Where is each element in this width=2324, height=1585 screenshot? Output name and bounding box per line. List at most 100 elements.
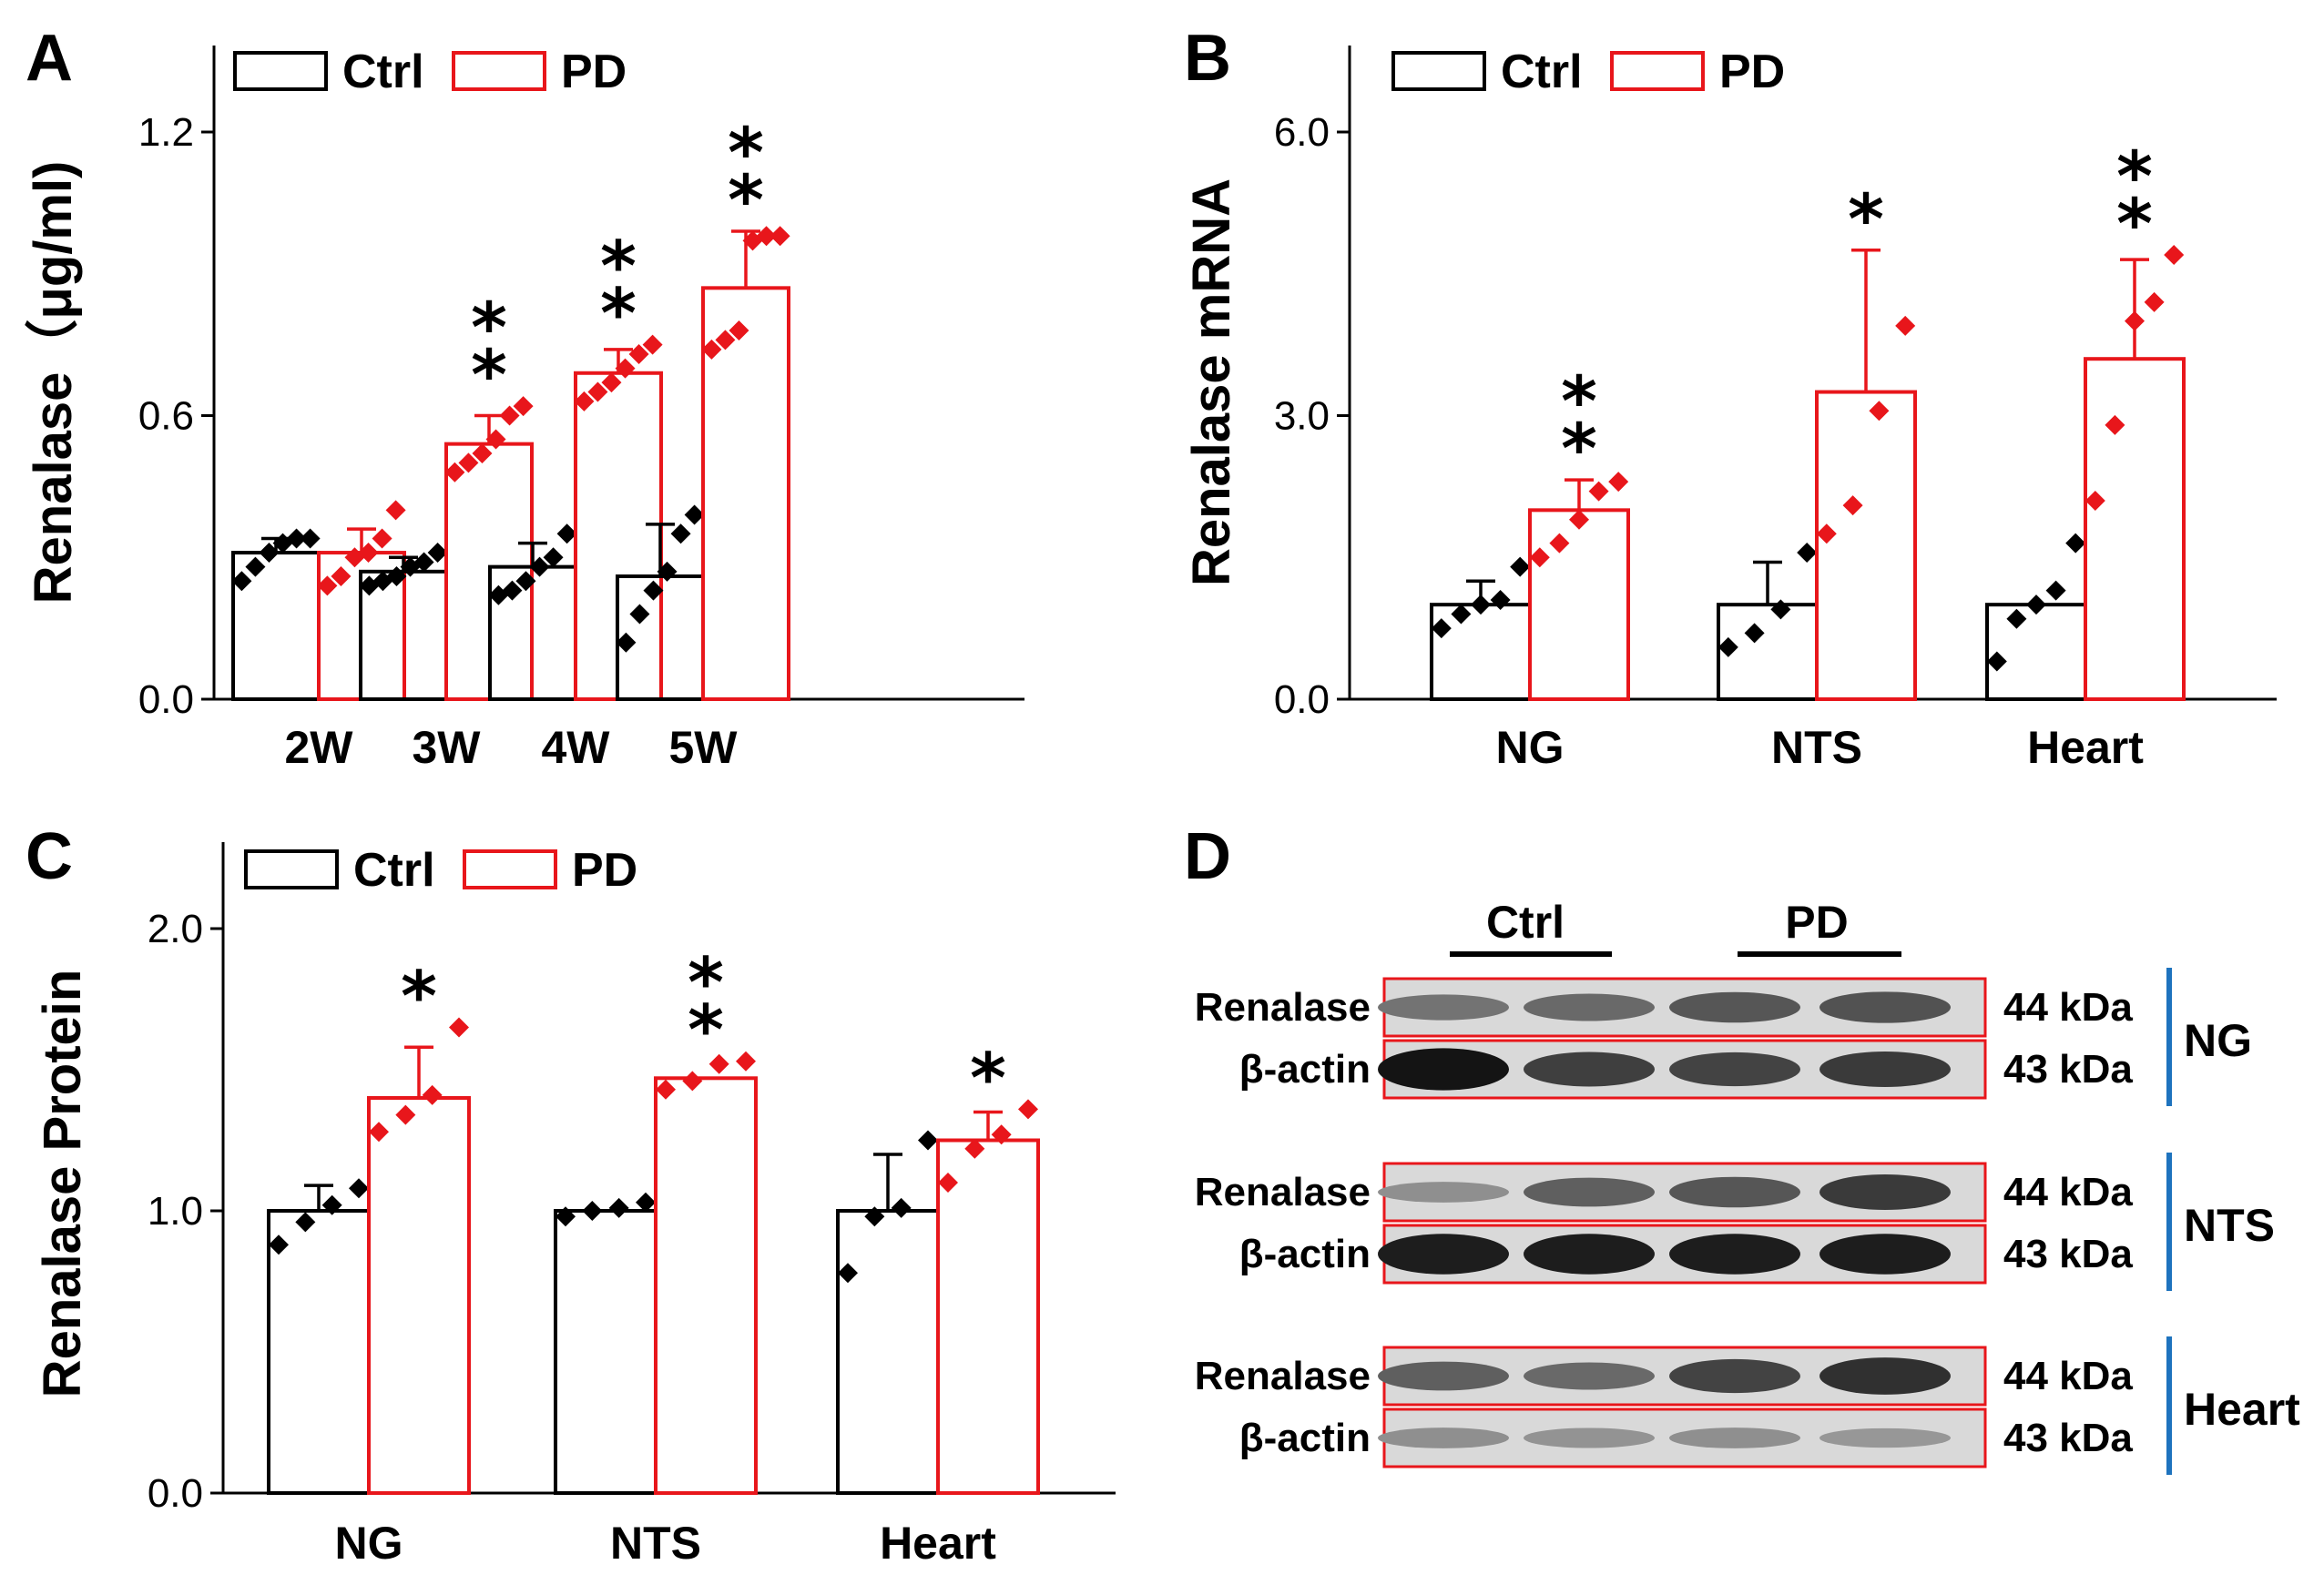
mw-label: 44 kDa bbox=[2003, 1354, 2133, 1398]
panel-label: D bbox=[1184, 820, 1231, 893]
blot-band bbox=[1819, 1357, 1951, 1395]
data-point bbox=[2125, 310, 2145, 331]
y-tick-label: 1.2 bbox=[138, 110, 194, 155]
protein-label: Renalase bbox=[1195, 985, 1371, 1030]
significance-star: * bbox=[688, 942, 724, 1023]
data-point bbox=[286, 528, 307, 549]
bar-pd-heart bbox=[936, 1138, 1040, 1495]
bar-ctrl-ng bbox=[267, 1209, 371, 1495]
data-point bbox=[1842, 495, 1863, 516]
data-point bbox=[499, 405, 520, 426]
data-point bbox=[736, 1051, 756, 1072]
data-point bbox=[1797, 543, 1818, 564]
data-point bbox=[321, 1194, 342, 1215]
data-point bbox=[756, 226, 777, 247]
legend: Ctrl PD bbox=[233, 46, 627, 98]
legend-swatch-ctrl bbox=[1391, 51, 1486, 91]
data-point bbox=[2164, 244, 2185, 265]
y-tick-label: 0.0 bbox=[148, 1471, 203, 1516]
data-point bbox=[1471, 594, 1491, 615]
data-point bbox=[2105, 414, 2125, 435]
data-point bbox=[358, 543, 379, 564]
bar-pd-ng bbox=[1528, 508, 1630, 701]
data-point bbox=[1549, 533, 1570, 554]
data-point bbox=[2026, 594, 2046, 615]
data-point bbox=[295, 1212, 316, 1233]
data-point bbox=[964, 1138, 985, 1159]
x-tick-label: NG bbox=[335, 1518, 403, 1569]
y-tick-label: 0.6 bbox=[138, 394, 194, 439]
protein-label: Renalase bbox=[1195, 1170, 1371, 1214]
bar-pd-heart bbox=[2084, 357, 2186, 701]
data-point bbox=[515, 571, 536, 592]
panel-label: B bbox=[1184, 22, 1231, 95]
x-tick-label: 5W bbox=[669, 722, 739, 773]
data-point bbox=[472, 443, 493, 464]
blot-band bbox=[1524, 1428, 1655, 1448]
data-point bbox=[938, 1173, 958, 1193]
data-point bbox=[1018, 1099, 1038, 1120]
data-point bbox=[629, 604, 650, 625]
significance-star: * bbox=[728, 112, 764, 193]
data-point bbox=[991, 1124, 1012, 1145]
data-point bbox=[485, 429, 506, 450]
significance-star: * bbox=[1848, 178, 1884, 259]
tissue-label: Heart bbox=[2184, 1384, 2300, 1435]
panel-label: A bbox=[25, 22, 73, 95]
blot-band bbox=[1669, 1234, 1800, 1275]
blot-band bbox=[1669, 1176, 1800, 1208]
x-tick-label: Heart bbox=[2027, 722, 2144, 773]
significance-star: * bbox=[401, 956, 437, 1037]
data-point bbox=[615, 358, 636, 379]
mw-label: 44 kDa bbox=[2003, 1170, 2133, 1214]
blot-band bbox=[1669, 1358, 1800, 1394]
legend-label-pd: PD bbox=[561, 46, 627, 98]
blot-band bbox=[1378, 1361, 1509, 1391]
bar-ctrl-ng bbox=[1430, 603, 1532, 702]
data-point bbox=[891, 1197, 912, 1218]
mw-label: 43 kDa bbox=[2003, 1047, 2133, 1092]
data-point bbox=[1529, 547, 1550, 568]
tissue-label: NG bbox=[2184, 1015, 2252, 1066]
data-point bbox=[729, 320, 749, 341]
data-point bbox=[369, 1122, 389, 1143]
data-point bbox=[636, 1192, 656, 1213]
blot-band bbox=[1524, 1177, 1655, 1207]
protein-label: β-actin bbox=[1239, 1416, 1371, 1460]
data-point bbox=[684, 504, 705, 525]
bar-pd-ng bbox=[367, 1096, 471, 1495]
data-point bbox=[1451, 604, 1472, 625]
protein-label: Renalase bbox=[1195, 1354, 1371, 1398]
data-point bbox=[708, 1053, 729, 1074]
data-point bbox=[427, 543, 448, 564]
data-point bbox=[331, 566, 352, 587]
mw-label: 43 kDa bbox=[2003, 1416, 2133, 1460]
data-point bbox=[2065, 533, 2086, 554]
data-point bbox=[529, 556, 550, 577]
data-point bbox=[742, 230, 763, 251]
legend-swatch-pd bbox=[1610, 51, 1705, 91]
data-point bbox=[502, 580, 523, 601]
legend-label-pd: PD bbox=[572, 844, 637, 897]
data-point bbox=[657, 561, 678, 582]
mw-label: 44 kDa bbox=[2003, 985, 2133, 1030]
data-point bbox=[372, 528, 392, 549]
blot-band bbox=[1378, 994, 1509, 1021]
data-point bbox=[1986, 651, 2007, 672]
blot-band bbox=[1819, 1052, 1951, 1087]
bar-ctrl-2w bbox=[231, 551, 321, 702]
blot-band bbox=[1819, 991, 1951, 1023]
data-point bbox=[587, 381, 608, 402]
significance-star: * bbox=[471, 334, 507, 415]
data-point bbox=[656, 1079, 676, 1100]
x-tick-label: NTS bbox=[1771, 722, 1862, 773]
bar-ctrl-nts bbox=[554, 1209, 657, 1495]
data-point bbox=[513, 396, 534, 417]
x-tick-label: Heart bbox=[880, 1518, 996, 1569]
data-point bbox=[2084, 490, 2105, 511]
data-point bbox=[1718, 636, 1738, 657]
data-point bbox=[556, 523, 577, 544]
blot-band bbox=[1669, 991, 1800, 1023]
